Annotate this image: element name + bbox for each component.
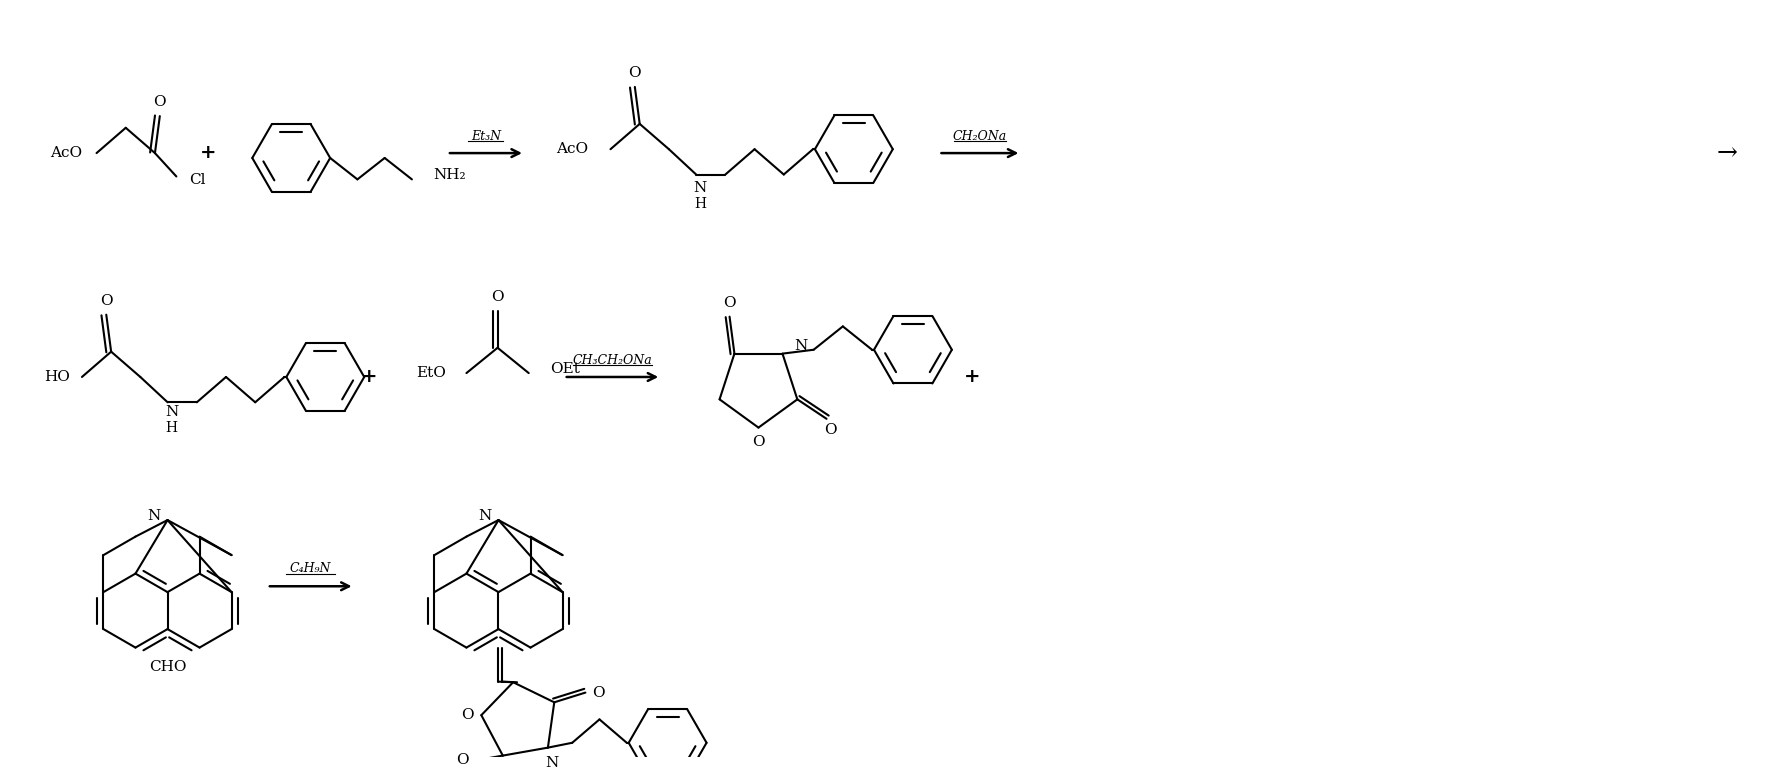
Text: O: O bbox=[591, 686, 604, 700]
Text: →: → bbox=[1717, 141, 1738, 165]
Text: CH₂ONa: CH₂ONa bbox=[952, 130, 1007, 143]
Text: N: N bbox=[545, 756, 558, 770]
Text: O: O bbox=[462, 708, 474, 722]
Text: NH₂: NH₂ bbox=[434, 169, 466, 182]
Text: Cl: Cl bbox=[189, 173, 205, 187]
Text: O: O bbox=[825, 424, 837, 438]
Text: AcO: AcO bbox=[556, 142, 588, 156]
Text: AcO: AcO bbox=[50, 146, 81, 160]
Text: +: + bbox=[965, 368, 981, 386]
Text: O: O bbox=[99, 294, 113, 308]
Text: N: N bbox=[147, 509, 161, 523]
Text: C₄H₉N: C₄H₉N bbox=[290, 562, 331, 575]
Text: O: O bbox=[752, 435, 765, 449]
Text: HO: HO bbox=[44, 370, 69, 384]
Text: +: + bbox=[200, 144, 216, 162]
Text: O: O bbox=[457, 754, 469, 768]
Text: O: O bbox=[724, 296, 736, 310]
Text: N: N bbox=[694, 181, 706, 195]
Text: H: H bbox=[165, 421, 177, 434]
Text: +: + bbox=[361, 368, 377, 386]
Text: N: N bbox=[165, 405, 179, 419]
Text: H: H bbox=[694, 196, 706, 211]
Text: Et₃N: Et₃N bbox=[471, 130, 501, 143]
Text: O: O bbox=[492, 290, 504, 304]
Text: O: O bbox=[154, 96, 166, 110]
Text: CHO: CHO bbox=[149, 660, 186, 674]
Text: EtO: EtO bbox=[416, 366, 446, 380]
Text: N: N bbox=[478, 509, 492, 523]
Text: CH₃CH₂ONa: CH₃CH₂ONa bbox=[572, 354, 653, 367]
Text: OEt: OEt bbox=[550, 363, 581, 376]
Text: O: O bbox=[628, 66, 641, 80]
Text: N: N bbox=[795, 339, 807, 352]
